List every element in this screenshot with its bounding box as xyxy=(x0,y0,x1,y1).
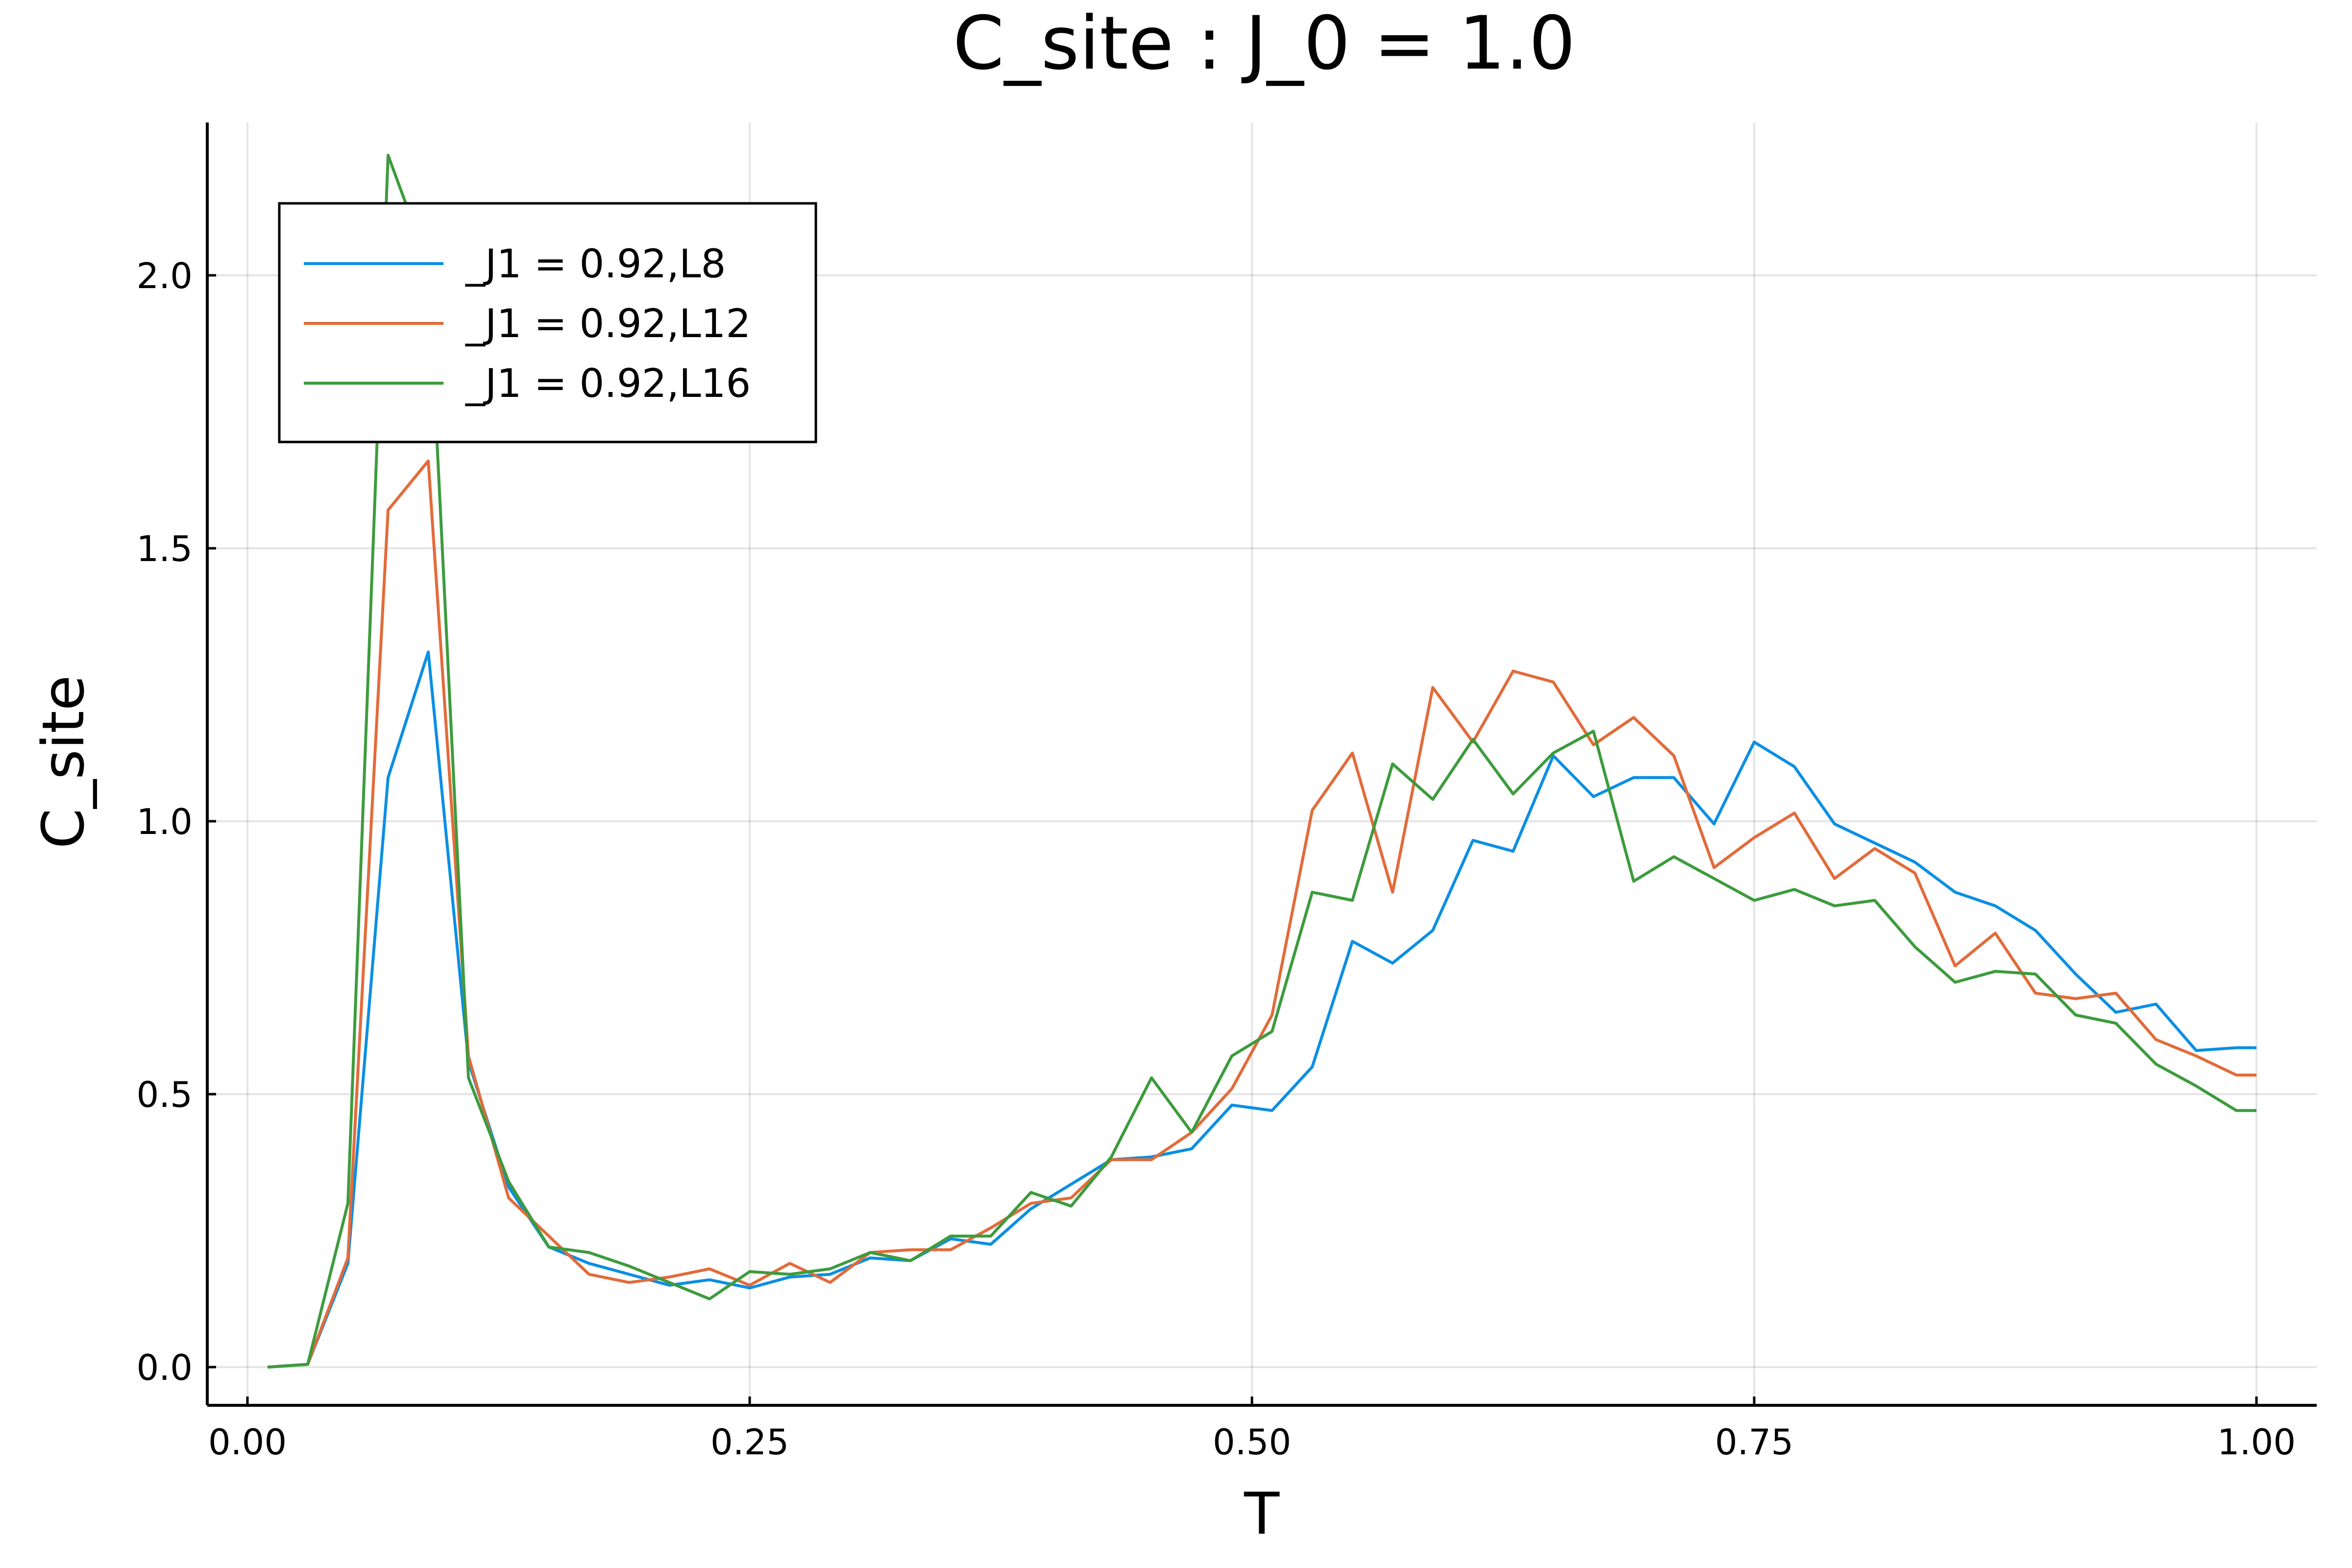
y-tick-label: 0.5 xyxy=(136,1074,193,1115)
legend-label-2: _J1 = 0.92,L12 xyxy=(465,301,751,346)
series-line-1 xyxy=(267,650,2256,1369)
legend-label-1: _J1 = 0.92,L8 xyxy=(465,241,726,287)
y-tick-label: 2.0 xyxy=(136,255,193,296)
series-lines xyxy=(267,153,2256,1369)
legend-label-3: _J1 = 0.92,L16 xyxy=(465,361,751,406)
x-tick-label: 0.25 xyxy=(710,1421,789,1463)
y-tick-label: 1.5 xyxy=(136,528,193,569)
y-axis-title: C_site xyxy=(29,675,97,849)
legend: _J1 = 0.92,L8 _J1 = 0.92,L12 _J1 = 0.92,L1… xyxy=(278,202,817,443)
legend-entries: _J1 = 0.92,L8 _J1 = 0.92,L12 _J1 = 0.92,L1… xyxy=(304,241,751,406)
series-line-2 xyxy=(267,459,2256,1369)
x-tick-label: 1.00 xyxy=(2217,1421,2296,1463)
axis-ticks: 0.00 0.25 0.50 0.75 1.00 0.0 0.5 1.0 1.5 2.0 xyxy=(136,255,2296,1463)
x-tick-label: 0.75 xyxy=(1715,1421,1793,1463)
x-tick-label: 0.00 xyxy=(208,1421,287,1463)
y-tick-label: 0.0 xyxy=(136,1347,193,1388)
x-axis-title: T xyxy=(1244,1480,1280,1547)
series-line-3 xyxy=(267,153,2256,1369)
gridlines xyxy=(207,122,2317,1405)
y-tick-label: 1.0 xyxy=(136,801,193,842)
x-tick-label: 0.50 xyxy=(1213,1421,1291,1463)
chart-title: C_site : J_0 = 1.0 xyxy=(953,1,1576,86)
